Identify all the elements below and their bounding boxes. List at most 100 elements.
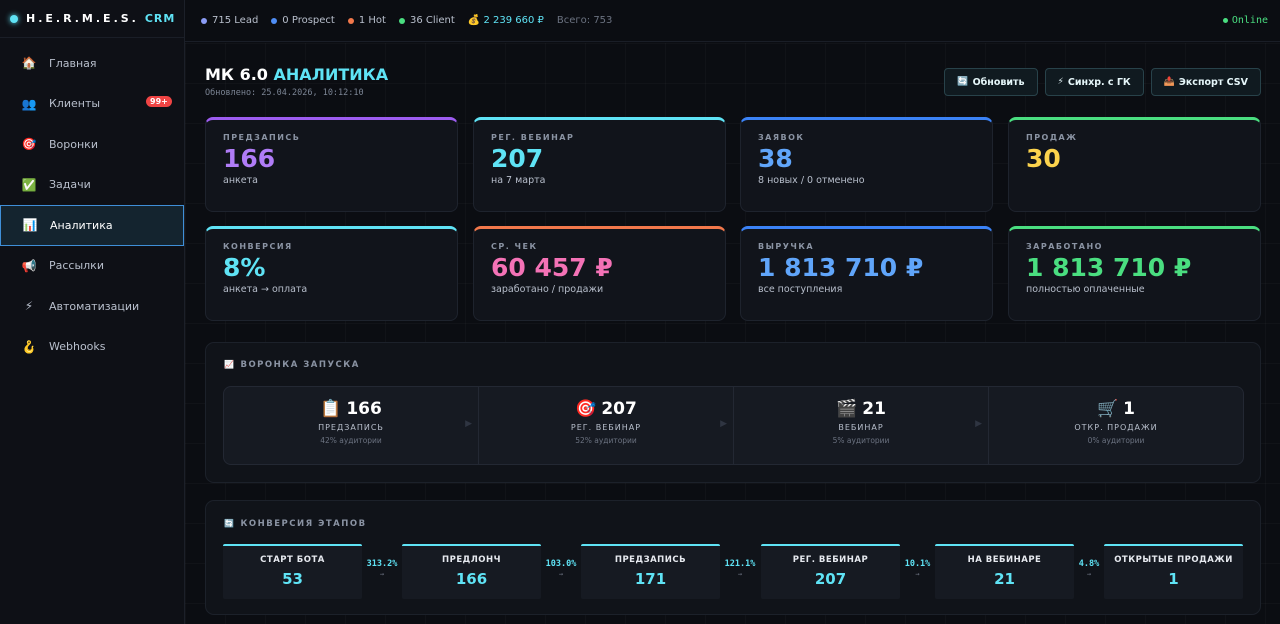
stage-name: РЕГ. ВЕБИНАР [792,555,869,565]
sidebar-item-label: Задачи [49,178,91,192]
stat-text: 715 Lead [212,15,259,26]
header-actions: 🔄 Обновить ⚡ Синхр. с ГК 📤 Экспорт CSV [944,68,1261,96]
sidebar-item-clients[interactable]: 👥 Клиенты 99+ [0,84,184,125]
checkmark-icon: ✅ [21,177,37,192]
funnel-step[interactable]: 🎯 207 РЕГ. ВЕБИНАР 52% аудитории ▶ [479,387,734,464]
sidebar-item-label: Воронки [49,137,98,151]
rate-value: 10.1% [904,559,931,569]
funnel-step[interactable]: 🎬 21 ВЕБИНАР 5% аудитории ▶ [734,387,989,464]
sync-gk-button[interactable]: ⚡ Синхр. с ГК [1044,68,1144,96]
kpi-label: СР. ЧЕК [491,242,538,251]
conversion-stage[interactable]: ОТКРЫТЫЕ ПРОДАЖИ 1 [1104,544,1243,599]
stage-value: 53 [282,570,303,588]
kpi-card-webinar-reg: РЕГ. ВЕБИНАР 207 на 7 марта [473,117,726,212]
refresh-icon: 🔄 [224,519,236,528]
arrow-right-icon: → [1086,570,1092,578]
kpi-label: ЗАРАБОТАНО [1026,242,1103,251]
sidebar-item-label: Клиенты [49,97,101,111]
refresh-icon: 🔄 [957,77,969,87]
rate-value: 4.8% [1078,559,1100,569]
kpi-card-applications: ЗАЯВОК 38 8 новых / 0 отменено [740,117,993,212]
sidebar-item-label: Webhooks [49,340,106,354]
funnel-steps: 📋 166 ПРЕДЗАПИСЬ 42% аудитории ▶ 🎯 207 РЕГ… [223,386,1244,465]
conversion-stage[interactable]: СТАРТ БОТА 53 [223,544,362,599]
funnel-step-value: 21 [862,399,886,419]
conversion-stage[interactable]: ПРЕДЗАПИСЬ 171 [581,544,720,599]
megaphone-icon: 📢 [21,258,37,273]
conversion-stage[interactable]: РЕГ. ВЕБИНАР 207 [761,544,900,599]
arrow-right-icon: → [558,570,564,578]
funnel-step-pct: 42% аудитории [320,436,382,445]
funnel-step-pct: 0% аудитории [1087,436,1145,445]
kpi-sub: анкета → оплата [223,283,308,295]
conversion-title-text: КОНВЕРСИЯ ЭТАПОВ [240,519,367,529]
lead-dot-icon [201,17,207,24]
launch-funnel-panel: 📈 ВОРОНКА ЗАПУСКА 📋 166 ПРЕДЗАПИСЬ 42% ауд… [205,342,1261,483]
stage-value: 166 [455,570,488,588]
sidebar-item-webhooks[interactable]: 🪝 Webhooks [0,327,184,368]
kpi-label: ВЫРУЧКА [758,242,815,251]
stat-lead: 715 Lead [201,15,258,26]
kpi-label: ПРЕДЗАПИСЬ [223,133,301,142]
funnel-step-name: РЕГ. ВЕБИНАР [570,423,642,432]
funnel-step-name: ПРЕДЗАПИСЬ [318,423,384,432]
clients-count-badge: 99+ [146,95,172,107]
stage-value: 171 [634,570,667,588]
arrow-right-icon: → [915,570,920,578]
funnel-title: 📈 ВОРОНКА ЗАПУСКА [224,360,360,370]
kpi-sub: на 7 марта [491,174,546,186]
sidebar-item-funnels[interactable]: 🎯 Воронки [0,124,184,165]
sidebar-item-tasks[interactable]: ✅ Задачи [0,165,184,206]
total-text: Всего: 753 [556,15,613,26]
stat-total: Всего: 753 [557,15,613,26]
conversion-title: 🔄 КОНВЕРСИЯ ЭТАПОВ [224,519,367,529]
stage-value: 207 [814,570,847,588]
conversion-stage[interactable]: НА ВЕБИНАРЕ 21 [935,544,1074,599]
users-icon: 👥 [21,96,37,111]
client-dot-icon [398,17,405,24]
stat-client: 36 Client [398,15,455,26]
clipboard-icon: 📋 [320,399,342,419]
sidebar-item-label: Аналитика [50,218,113,232]
online-text: Online [1231,15,1268,26]
sidebar-nav: 🏠 Главная 👥 Клиенты 99+ 🎯 Воронки ✅ Зада… [0,43,184,367]
kpi-sub: 8 новых / 0 отменено [758,174,865,186]
stage-rate: 103.0% → [541,559,581,578]
funnel-step[interactable]: 📋 166 ПРЕДЗАПИСЬ 42% аудитории ▶ [224,387,479,464]
sidebar-item-automations[interactable]: ⚡ Автоматизации [0,286,184,327]
kpi-label: ЗАЯВОК [758,133,805,142]
target-icon: 🎯 [575,399,597,419]
funnel-step-value: 1 [1123,399,1135,419]
export-csv-button[interactable]: 📤 Экспорт CSV [1150,68,1261,96]
stage-conversion-panel: 🔄 КОНВЕРСИЯ ЭТАПОВ СТАРТ БОТА 53 313.2% →… [205,500,1261,615]
stage-name: НА ВЕБИНАРЕ [967,555,1042,565]
kpi-value: 166 [223,144,276,173]
brand-accent: CRM [144,12,176,25]
prospect-dot-icon [271,17,278,24]
funnel-step[interactable]: 🛒 1 ОТКР. ПРОДАЖИ 0% аудитории [989,387,1243,464]
conversion-stage[interactable]: ПРЕДЛОНЧ 166 [402,544,541,599]
rate-value: 121.1% [724,559,756,569]
page-title-main: МК 6.0 [205,65,268,84]
stage-value: 1 [1168,570,1179,588]
kpi-label: КОНВЕРСИЯ [223,242,293,251]
money-text: 💰 2 239 660 ₽ [467,15,544,26]
kpi-card-earned: ЗАРАБОТАНО 1 813 710 ₽ полностью оплачен… [1008,226,1261,321]
kpi-card-avg-check: СР. ЧЕК 60 457 ₽ заработано / продажи [473,226,726,321]
kpi-card-sales: ПРОДАЖ 30 [1008,117,1261,212]
kpi-value: 1 813 710 ₽ [758,253,924,282]
online-status: Online [1222,15,1268,26]
refresh-button[interactable]: 🔄 Обновить [944,68,1038,96]
stage-value: 21 [994,570,1015,588]
sidebar-item-home[interactable]: 🏠 Главная [0,43,184,84]
sidebar-item-label: Рассылки [49,259,104,273]
home-icon: 🏠 [21,56,37,71]
sidebar-item-analytics[interactable]: 📊 Аналитика [0,205,184,246]
cart-icon: 🛒 [1096,399,1119,419]
brand-logo[interactable]: H.E.R.M.E.S. CRM [0,0,184,38]
stage-name: ПРЕДЗАПИСЬ [614,555,687,565]
sidebar-item-mailings[interactable]: 📢 Рассылки [0,246,184,287]
kpi-value: 60 457 ₽ [491,253,613,282]
hook-icon: 🪝 [21,339,37,354]
sidebar: H.E.R.M.E.S. CRM 🏠 Главная 👥 Клиенты 99+… [0,0,185,624]
